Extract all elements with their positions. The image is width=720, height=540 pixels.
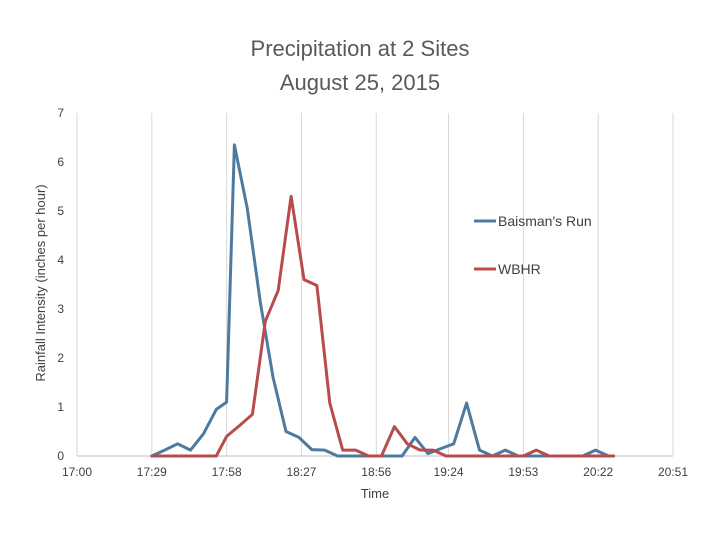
gridlines <box>76 113 674 456</box>
series-line-2 <box>150 194 616 458</box>
series-line-1 <box>150 143 610 458</box>
legend-label-1: Baisman's Run <box>498 213 592 229</box>
x-tick-label: 17:58 <box>212 465 242 479</box>
y-tick-label: 5 <box>57 204 64 218</box>
x-axis-label: Time <box>361 486 389 501</box>
x-tick-label: 17:29 <box>137 465 167 479</box>
x-tick-label: 19:53 <box>508 465 538 479</box>
y-tick-label: 1 <box>57 400 64 414</box>
x-tick-label: 18:27 <box>286 465 316 479</box>
y-tick-label: 7 <box>57 106 64 120</box>
chart-title-line-1: Precipitation at 2 Sites <box>251 36 470 61</box>
legend: Baisman's Run WBHR <box>474 213 592 277</box>
legend-label-2: WBHR <box>498 261 541 277</box>
x-tick-label: 20:22 <box>583 465 613 479</box>
chart-title-line-2: August 25, 2015 <box>280 70 440 95</box>
y-tick-label: 6 <box>57 155 64 169</box>
series-layer <box>150 143 616 458</box>
y-tick-label: 3 <box>57 302 64 316</box>
x-tick-label: 20:51 <box>658 465 688 479</box>
x-tick-label: 19:24 <box>434 465 464 479</box>
x-tick-label: 18:56 <box>361 465 391 479</box>
axes: 17:00 17:29 17:58 18:27 18:56 19:24 19:53 20:22… <box>57 106 688 479</box>
x-tick-label: 17:00 <box>62 465 92 479</box>
y-tick-label: 4 <box>57 253 64 267</box>
y-tick-label: 0 <box>57 449 64 463</box>
y-tick-label: 2 <box>57 351 64 365</box>
y-axis-label: Rainfall Intensity (inches per hour) <box>33 184 48 381</box>
